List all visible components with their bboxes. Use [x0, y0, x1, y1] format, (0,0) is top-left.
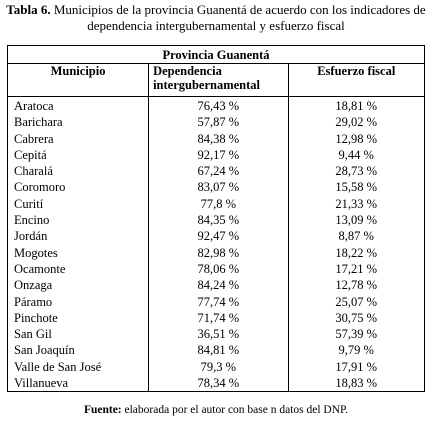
table-row: Mogotes 82,98 % 18,22 %: [7, 244, 425, 261]
table-row: Aratoca 76,43 % 18,81 %: [7, 96, 425, 115]
data-table: Provincia Guanentá Municipio Dependencia …: [7, 45, 425, 393]
table-row: Jordán 92,47 % 8,87 %: [7, 228, 425, 245]
value-cell: 92,17 %: [148, 146, 289, 164]
value-cell: 15,58 %: [335, 180, 378, 195]
value-cell: 82,98 %: [148, 244, 289, 261]
value-cell: 77,8 %: [148, 195, 289, 213]
value-cell: 25,07 %: [335, 294, 378, 309]
municipio-cell: Ocamonte: [7, 260, 150, 278]
municipio-cell: Pinchote: [7, 309, 150, 327]
value-cell: 9,44 %: [338, 147, 374, 162]
footnote-label: Fuente:: [83, 404, 122, 416]
value-cell: 30,75 %: [335, 310, 378, 325]
footnote-text: elaborada por el autor con base n datos …: [124, 404, 349, 416]
value-cell: 84,24 %: [148, 277, 289, 294]
municipio-cell: Páramo: [7, 293, 150, 310]
table-row: San Joaquín 84,81 % 9,79 %: [7, 342, 425, 359]
value-cell: 29,02 %: [335, 115, 378, 130]
table-row: Barichara 57,87 % 29,02 %: [7, 114, 425, 131]
value-cell: 36,51 %: [148, 326, 289, 343]
group-header: Provincia Guanentá: [7, 45, 425, 64]
value-cell: 78,34 %: [148, 375, 289, 392]
table-row: Cepitá 92,17 % 9,44 %: [7, 146, 425, 164]
value-cell: 17,21 %: [335, 261, 378, 276]
value-cell: 77,74 %: [148, 293, 289, 310]
municipio-cell: Charalá: [7, 163, 150, 180]
municipio-cell: Valle de San José: [7, 358, 150, 376]
value-cell: 28,73 %: [335, 164, 378, 179]
value-cell: 84,81 %: [148, 342, 289, 359]
value-cell: 18,81 %: [335, 99, 378, 113]
municipio-cell: Villanueva: [7, 375, 150, 392]
value-cell: 12,78 %: [335, 278, 378, 293]
table-row: Onzaga 84,24 % 12,78 %: [7, 277, 425, 294]
municipio-cell: Aratoca: [7, 96, 150, 115]
municipio-cell: Onzaga: [7, 277, 150, 294]
table-row: Coromoro 83,07 % 15,58 %: [7, 179, 425, 196]
table-row: Ocamonte 78,06 % 17,21 %: [7, 260, 425, 278]
table-row: Cabrera 84,38 % 12,98 %: [7, 130, 425, 147]
column-header: Dependencia intergubernamental: [148, 63, 289, 97]
value-cell: 21,33 %: [335, 196, 378, 211]
value-cell: 67,24 %: [148, 163, 289, 180]
value-cell: 8,87 %: [338, 229, 374, 244]
table-row: Curití 77,8 % 21,33 %: [7, 195, 425, 213]
table-row: Páramo 77,74 % 25,07 %: [7, 293, 425, 310]
municipio-cell: San Gil: [7, 326, 150, 343]
municipio-cell: Barichara: [7, 114, 150, 131]
table-row: Pinchote 71,74 % 30,75 %: [7, 309, 425, 327]
table-row: Valle de San José 79,3 % 17,91 %: [7, 358, 425, 376]
value-cell: 71,74 %: [148, 309, 289, 327]
table-row: Charalá 67,24 % 28,73 %: [7, 163, 425, 180]
column-header: Municipio: [7, 63, 150, 97]
value-cell: 12,98 %: [335, 131, 378, 146]
value-cell: 57,39 %: [335, 327, 378, 342]
footnote: Fuente: elaborada por el autor con base …: [0, 404, 432, 416]
value-cell: 92,47 %: [148, 228, 289, 245]
municipio-cell: Curití: [7, 195, 150, 213]
municipio-cell: Cabrera: [7, 130, 150, 147]
caption: Tabla 6. Municipios de la provincia Guan…: [4, 2, 428, 34]
municipio-cell: Encino: [7, 212, 150, 229]
value-cell: 76,43 %: [148, 96, 289, 115]
caption-text: Municipios de la provincia Guanentá de a…: [53, 2, 426, 33]
municipio-cell: Jordán: [7, 228, 150, 245]
column-header: Esfuerzo fiscal: [288, 63, 425, 97]
caption-label: Tabla 6.: [6, 2, 51, 17]
table-row: Encino 84,35 % 13,09 %: [7, 212, 425, 229]
table-row: Villanueva 78,34 % 18,83 %: [7, 375, 425, 392]
table-row: San Gil 36,51 % 57,39 %: [7, 326, 425, 343]
value-cell: 17,91 %: [335, 359, 378, 374]
value-cell: 84,35 %: [148, 212, 289, 229]
value-cell: 84,38 %: [148, 130, 289, 147]
value-cell: 57,87 %: [148, 114, 289, 131]
municipio-cell: Mogotes: [7, 244, 150, 261]
value-cell: 18,83 %: [335, 376, 378, 391]
municipio-cell: Cepitá: [7, 146, 150, 164]
value-cell: 78,06 %: [148, 260, 289, 278]
value-cell: 13,09 %: [335, 213, 378, 228]
value-cell: 18,22 %: [335, 245, 378, 260]
municipio-cell: Coromoro: [7, 179, 150, 196]
value-cell: 79,3 %: [148, 358, 289, 376]
municipio-cell: San Joaquín: [7, 342, 150, 359]
value-cell: 9,79 %: [338, 343, 374, 358]
value-cell: 83,07 %: [148, 179, 289, 196]
